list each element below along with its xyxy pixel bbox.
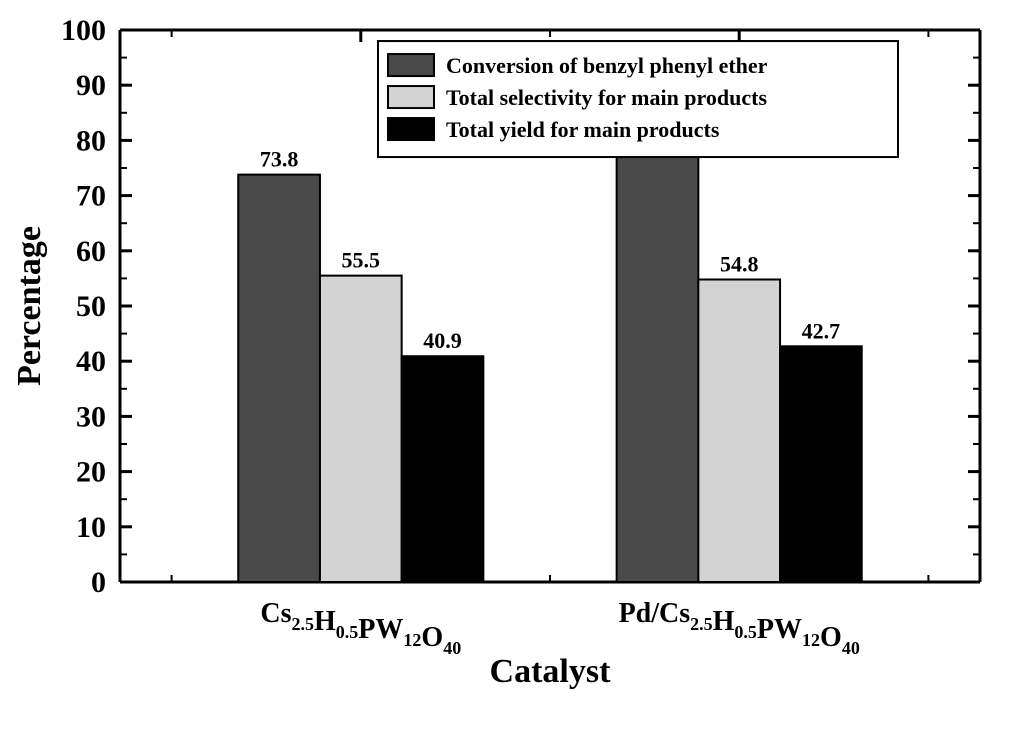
bar-conversion [238,175,320,582]
legend-label-conversion: Conversion of benzyl phenyl ether [446,53,768,78]
legend-swatch-conversion [388,54,434,76]
legend: Conversion of benzyl phenyl ether Total s… [378,41,898,157]
y-tick-label: 90 [76,69,106,102]
bar-yield [402,356,484,582]
legend-swatch-selectivity [388,86,434,108]
bar-selectivity [320,276,402,582]
y-tick-label: 0 [91,566,106,599]
legend-label-yield: Total yield for main products [446,117,720,142]
bar-value-selectivity: 55.5 [342,248,381,273]
y-tick-label: 80 [76,124,106,157]
y-tick-label: 100 [61,14,106,47]
bar-value-conversion: 73.8 [260,147,299,172]
bar-value-yield: 40.9 [423,328,462,353]
bar-value-selectivity: 54.8 [720,252,759,277]
bar-selectivity [698,280,780,582]
bar-conversion [617,151,699,582]
bar-chart: 0 10 20 30 40 50 60 70 80 90 100 Percentage 73.8 55.5… [0,0,1014,738]
bar-yield [780,346,862,582]
y-tick-label: 10 [76,511,106,544]
legend-swatch-yield [388,118,434,140]
y-tick-label: 60 [76,235,106,268]
y-tick-label: 50 [76,290,106,323]
legend-label-selectivity: Total selectivity for main products [446,85,767,110]
y-axis-title: Percentage [11,226,48,386]
y-tick-label: 20 [76,456,106,489]
bar-value-yield: 42.7 [802,318,841,343]
y-tick-label: 70 [76,180,106,213]
y-tick-label: 40 [76,345,106,378]
chart-container: 0 10 20 30 40 50 60 70 80 90 100 Percentage 73.8 55.5… [0,0,1014,738]
x-axis-title: Catalyst [490,653,612,690]
y-tick-label: 30 [76,400,106,433]
